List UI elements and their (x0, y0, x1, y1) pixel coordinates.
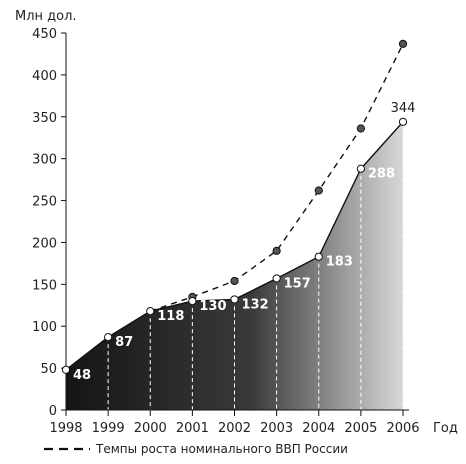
main-point (314, 252, 323, 261)
y-tick-label: 0 (49, 404, 57, 419)
area-fill (66, 121, 403, 410)
legend-label: Темпы роста номинального ВВП России (95, 442, 348, 456)
y-axis-label: Млн дол. (15, 9, 77, 24)
axes: 0 50 100 150 200 250 300 350 400 450 1998 1999 2000 2… (32, 27, 419, 436)
y-tick-label: 200 (32, 236, 57, 251)
y-tick-label: 150 (32, 278, 57, 293)
data-label: 118 (157, 309, 184, 324)
x-tick-label: 2003 (260, 421, 293, 436)
main-point (230, 295, 239, 304)
x-axis-label: Год (433, 421, 458, 436)
data-label: 130 (199, 299, 226, 314)
y-tick-label: 50 (40, 362, 57, 377)
gdp-point (314, 186, 323, 195)
x-tick-label: 1998 (49, 421, 82, 436)
drop-lines (107, 121, 404, 410)
x-tick-label: 2000 (134, 421, 167, 436)
data-labels: 48 87 118 130 132 157 183 288 344 (73, 101, 415, 383)
data-label: 157 (284, 276, 311, 291)
main-point (272, 274, 281, 283)
gdp-point (272, 246, 281, 255)
y-tick-label: 350 (32, 111, 57, 126)
x-tick-label: 2005 (344, 421, 377, 436)
data-label: 48 (73, 368, 91, 383)
main-point (146, 307, 155, 316)
main-point (356, 164, 365, 173)
main-point (398, 117, 408, 126)
legend: Темпы роста номинального ВВП России (44, 442, 348, 456)
x-tick-label: 2004 (302, 421, 335, 436)
x-tick-label: 2002 (218, 421, 251, 436)
y-tick-label: 400 (32, 69, 57, 84)
x-tick-label: 2001 (176, 421, 209, 436)
main-point (188, 296, 197, 306)
gdp-point (356, 124, 365, 133)
gdp-point (398, 39, 408, 48)
main-point (104, 333, 113, 342)
data-label: 344 (391, 101, 416, 116)
area-layer (66, 121, 403, 410)
data-label: 288 (368, 167, 395, 182)
data-label: 87 (115, 335, 133, 350)
data-label: 183 (326, 255, 353, 270)
x-tick-label: 1999 (92, 421, 125, 436)
gdp-point (230, 276, 239, 286)
data-label: 132 (242, 297, 269, 312)
main-series (61, 117, 408, 374)
y-tick-label: 450 (32, 27, 57, 42)
x-tick-label: 2006 (386, 421, 419, 436)
y-tick-label: 100 (32, 320, 57, 335)
y-tick-label: 300 (32, 153, 57, 168)
main-point (61, 365, 71, 374)
y-tick-label: 250 (32, 195, 57, 210)
gdp-series (150, 39, 408, 312)
